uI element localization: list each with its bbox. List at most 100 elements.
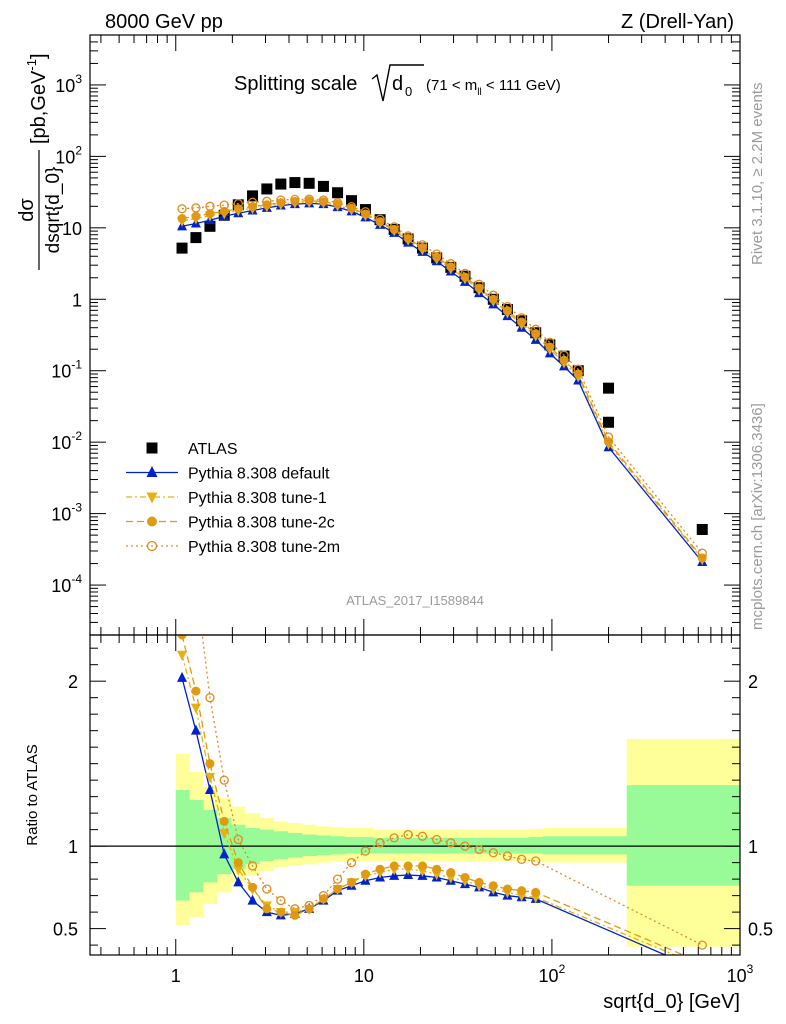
- y-tick-label: 102: [55, 143, 82, 167]
- x-tick-label: 103: [727, 962, 754, 986]
- ratio-point: [233, 865, 244, 876]
- ratio-point: [446, 868, 456, 878]
- ratio-y-tick-label: 2: [68, 672, 78, 692]
- ratio-point: [304, 904, 314, 914]
- ratio-series-2: [177, 635, 684, 955]
- uncertainty-band-1sigma: [330, 836, 345, 855]
- uncertainty-band-1sigma: [556, 836, 572, 855]
- rivet-version-label: Rivet 3.1.10, ≥ 2.2M events: [749, 83, 766, 266]
- legend-marker: [146, 540, 158, 552]
- ratio-point: [502, 851, 513, 861]
- ratio-y-axis-label: Ratio to ATLAS: [24, 744, 41, 845]
- energy-label: 8000 GeV pp: [105, 11, 223, 33]
- atlas-point: [603, 382, 615, 394]
- legend: ATLAS Pythia 8.308 default Pythia 8.308 tu…: [126, 441, 340, 556]
- ratio-point: [192, 578, 200, 586]
- ratio-point: [332, 874, 343, 884]
- uncertainty-band-1sigma: [287, 832, 303, 858]
- series-point: [516, 313, 527, 323]
- uncertainty-band-1sigma: [528, 837, 544, 854]
- series-point: [191, 211, 201, 221]
- series-point: [262, 196, 272, 206]
- legend-label: Pythia 8.308 tune-2m: [188, 539, 340, 556]
- series-point: [205, 201, 215, 211]
- ratio-y-tick-label-right: 1: [748, 837, 758, 857]
- ratio-line: [201, 635, 703, 946]
- ratio-point: [276, 895, 286, 906]
- series-point: [389, 224, 399, 234]
- ratio-point: [375, 864, 385, 874]
- ratio-point: [531, 887, 541, 897]
- series-point: [318, 195, 329, 205]
- ratio-point: [446, 838, 456, 848]
- series-point: [191, 203, 201, 213]
- ratio-point: [219, 816, 229, 826]
- series-point: [375, 217, 385, 227]
- ratio-point: [488, 881, 498, 891]
- ratio-point: [403, 861, 413, 871]
- legend-label: Pythia 8.308 tune-1: [188, 490, 327, 507]
- y-tick-label: 10-2: [51, 429, 82, 453]
- atlas-point: [275, 178, 287, 190]
- main-panel-data: [176, 177, 708, 567]
- ratio-point: [233, 834, 243, 845]
- uncertainty-band-1sigma: [316, 835, 331, 856]
- series-point: [488, 290, 498, 300]
- series-point: [247, 197, 258, 207]
- uncertainty-band-1sigma: [231, 824, 246, 870]
- series-point: [432, 249, 442, 259]
- series-point: [417, 243, 427, 253]
- ratio-point: [219, 775, 229, 785]
- legend-marker: [146, 466, 158, 477]
- ratio-y-tick-label-right: 2: [748, 672, 758, 692]
- series-point: [531, 324, 541, 334]
- ratio-point: [403, 829, 413, 840]
- ratio-point: [191, 686, 201, 696]
- atlas-point: [603, 416, 615, 428]
- uncertainty-band-1sigma: [542, 836, 557, 855]
- ylabel-denominator: dsqrt{d_0}: [43, 167, 64, 254]
- ylabel-numerator: dσ: [16, 198, 38, 222]
- series-point: [573, 364, 583, 374]
- ratio-panel-data: [90, 479, 740, 955]
- ratio-point: [531, 856, 541, 866]
- atlas-point: [346, 195, 358, 207]
- atlas-point: [190, 232, 202, 244]
- main-panel-ticks: 10-4 10-3 10-2 10-1 1 10 102 103: [51, 34, 740, 636]
- ratio-point: [178, 479, 186, 487]
- series-point: [276, 195, 286, 205]
- ratio-point: [432, 834, 442, 845]
- series-point: [417, 240, 428, 250]
- series-point: [502, 301, 513, 312]
- ratio-point: [360, 846, 371, 856]
- title-sqrt-d: d: [392, 73, 403, 95]
- series-point: [474, 279, 484, 289]
- ratio-point: [204, 784, 215, 795]
- ratio-panel-ticks: 0.5 0.5 1 1 2 2 1 10 102 103: [53, 635, 773, 986]
- ratio-point: [248, 882, 258, 892]
- ratio-y-tick-label-right: 0.5: [748, 920, 773, 940]
- x-tick-label: 1: [171, 966, 181, 986]
- y-tick-label: 10: [62, 219, 82, 239]
- series-point: [177, 204, 187, 214]
- ratio-series-1: [177, 650, 676, 955]
- series-point: [233, 198, 243, 209]
- legend-item: Pythia 8.308 tune-1: [126, 490, 327, 507]
- series-point: [403, 233, 413, 243]
- ratio-point: [488, 848, 498, 858]
- ratio-point: [389, 861, 399, 871]
- ratio-point: [318, 890, 329, 901]
- ratio-point: [417, 831, 428, 841]
- uncertainty-band-1sigma: [259, 829, 275, 861]
- series-point: [697, 548, 707, 558]
- series-point: [604, 437, 614, 447]
- ratio-point: [205, 693, 215, 703]
- ratio-point: [177, 650, 188, 661]
- ratio-point: [177, 671, 188, 682]
- ylabel-units: [pb,GeV-1]: [24, 53, 50, 144]
- mcplots-site-label: mcplots.cern.ch [arXiv:1306.3436]: [749, 403, 766, 630]
- ratio-point: [247, 894, 258, 905]
- ratio-point: [177, 635, 187, 640]
- ratio-point: [417, 861, 427, 871]
